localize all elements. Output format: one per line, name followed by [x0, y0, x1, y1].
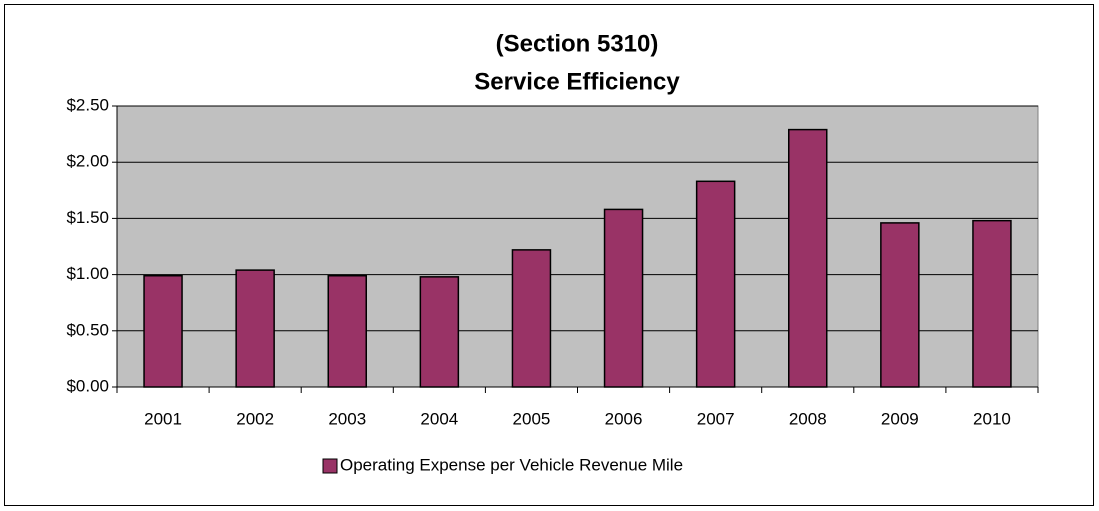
- legend-label: Operating Expense per Vehicle Revenue Mi…: [340, 455, 683, 474]
- y-tick-label: $2.50: [66, 95, 109, 114]
- x-tick-label: 2005: [513, 409, 551, 428]
- chart-title: (Section 5310): [496, 30, 659, 57]
- y-tick-label: $1.00: [66, 264, 109, 283]
- bar: [143, 274, 183, 388]
- x-tick-label: 2002: [236, 409, 274, 428]
- y-tick-label: $1.50: [66, 208, 109, 227]
- x-tick-label: 2008: [789, 409, 827, 428]
- bar: [327, 274, 367, 388]
- bar: [235, 269, 275, 388]
- x-tick-label: 2006: [605, 409, 643, 428]
- x-tick-label: 2001: [144, 409, 182, 428]
- x-tick-label: 2007: [697, 409, 735, 428]
- bar: [972, 219, 1012, 388]
- x-tick-label: 2003: [328, 409, 366, 428]
- bar: [788, 128, 828, 388]
- x-tick-label: 2009: [881, 409, 919, 428]
- bar: [695, 180, 736, 388]
- legend-swatch: [322, 458, 338, 474]
- chart-title: Service Efficiency: [474, 68, 680, 95]
- bar: [419, 276, 460, 388]
- bar: [511, 249, 552, 388]
- x-tick-label: 2004: [420, 409, 458, 428]
- y-tick-label: $0.00: [66, 376, 109, 395]
- bar: [603, 208, 644, 388]
- y-tick-label: $2.00: [66, 152, 109, 171]
- bar: [880, 222, 920, 388]
- x-tick-label: 2010: [973, 409, 1011, 428]
- y-tick-label: $0.50: [66, 320, 109, 339]
